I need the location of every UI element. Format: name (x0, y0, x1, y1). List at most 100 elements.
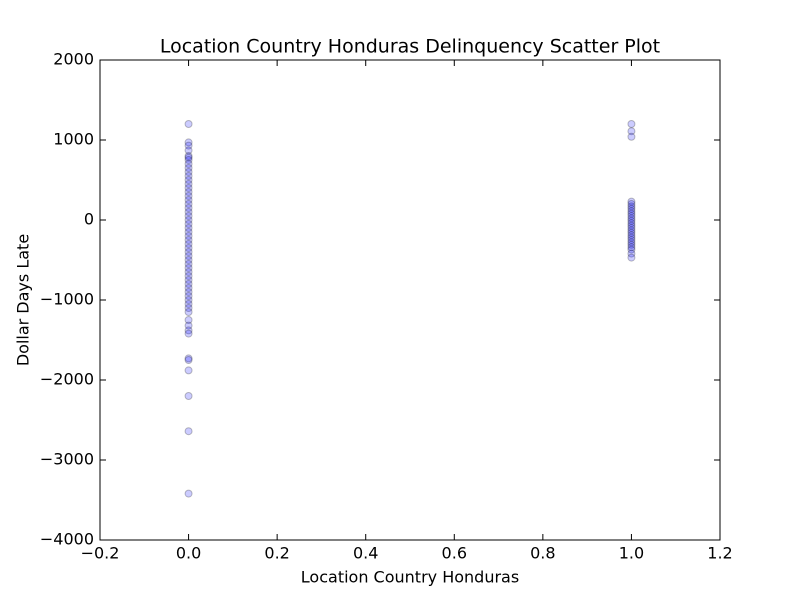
point (627, 236, 636, 244)
point (184, 141, 193, 150)
point (184, 354, 193, 363)
x-tick-label: 1.0 (619, 544, 644, 563)
point (184, 244, 193, 252)
point (184, 489, 193, 498)
x-tick-label: 0.8 (530, 544, 555, 563)
point (184, 232, 193, 240)
point (184, 304, 193, 312)
point (627, 204, 636, 213)
point (184, 284, 193, 292)
point (184, 392, 193, 400)
point (184, 366, 193, 375)
x-tick-label: 0.6 (442, 544, 467, 563)
point (627, 200, 636, 208)
point (184, 184, 193, 192)
point (184, 280, 193, 288)
point (184, 156, 193, 164)
point (627, 216, 636, 225)
point (184, 268, 193, 276)
point (184, 288, 193, 296)
point (184, 236, 193, 244)
point (184, 164, 193, 172)
x-tick-label: −0.2 (81, 544, 120, 563)
point (184, 321, 193, 330)
point (627, 231, 636, 240)
x-tick-label: 0.4 (353, 544, 378, 563)
point (184, 256, 193, 264)
point (627, 253, 636, 262)
point (184, 180, 193, 188)
point (184, 356, 193, 364)
point (184, 240, 193, 248)
point (627, 224, 636, 232)
point (184, 204, 193, 212)
y-tick-label: 0 (84, 210, 94, 229)
y-axis-label: Dollar Days Late (14, 234, 33, 366)
point (184, 308, 193, 316)
point (627, 226, 636, 235)
point (184, 192, 193, 200)
point (184, 296, 193, 304)
point (184, 208, 193, 216)
point (184, 212, 193, 220)
point (184, 329, 193, 338)
y-tick-label: −3000 (40, 450, 94, 469)
point (184, 152, 193, 160)
point (184, 248, 193, 256)
y-tick-label: −4000 (40, 530, 94, 549)
point (184, 224, 193, 232)
point (627, 243, 636, 252)
y-tick-label: 1000 (53, 130, 94, 149)
point (627, 240, 636, 249)
x-axis-label: Location Country Honduras (301, 568, 519, 587)
point (184, 427, 193, 436)
point (184, 138, 193, 147)
point (627, 249, 636, 258)
point (184, 176, 193, 184)
point (627, 197, 636, 206)
point (627, 214, 636, 223)
point (627, 127, 636, 136)
y-tick-label: −1000 (40, 290, 94, 309)
point (184, 228, 193, 236)
point (627, 207, 636, 216)
chart-title: Location Country Honduras Delinquency Sc… (160, 36, 660, 58)
point (627, 120, 636, 128)
y-tick-label: −2000 (40, 370, 94, 389)
point (184, 172, 193, 180)
point (627, 209, 636, 218)
point (184, 316, 193, 324)
point (184, 168, 193, 176)
point (184, 260, 193, 268)
point (184, 216, 193, 224)
x-tick-label: 0.2 (264, 544, 289, 563)
x-tick-label: 1.2 (707, 544, 732, 563)
point (184, 188, 193, 196)
point (184, 196, 193, 204)
point (627, 221, 636, 230)
plot-frame (99, 59, 721, 541)
point (627, 245, 636, 254)
point (627, 219, 636, 228)
point (184, 146, 193, 155)
point (184, 272, 193, 280)
point (184, 292, 193, 300)
point (627, 202, 636, 211)
point (184, 326, 193, 335)
point (184, 264, 193, 272)
point (627, 233, 636, 242)
point (627, 132, 636, 141)
point (184, 252, 193, 260)
point (184, 200, 193, 208)
point (627, 228, 636, 237)
point (184, 160, 193, 168)
point (627, 212, 636, 220)
point (184, 120, 193, 128)
point (184, 220, 193, 228)
point (184, 276, 193, 284)
x-tick-label: 0.0 (176, 544, 201, 563)
point (184, 153, 193, 162)
point (627, 238, 636, 247)
